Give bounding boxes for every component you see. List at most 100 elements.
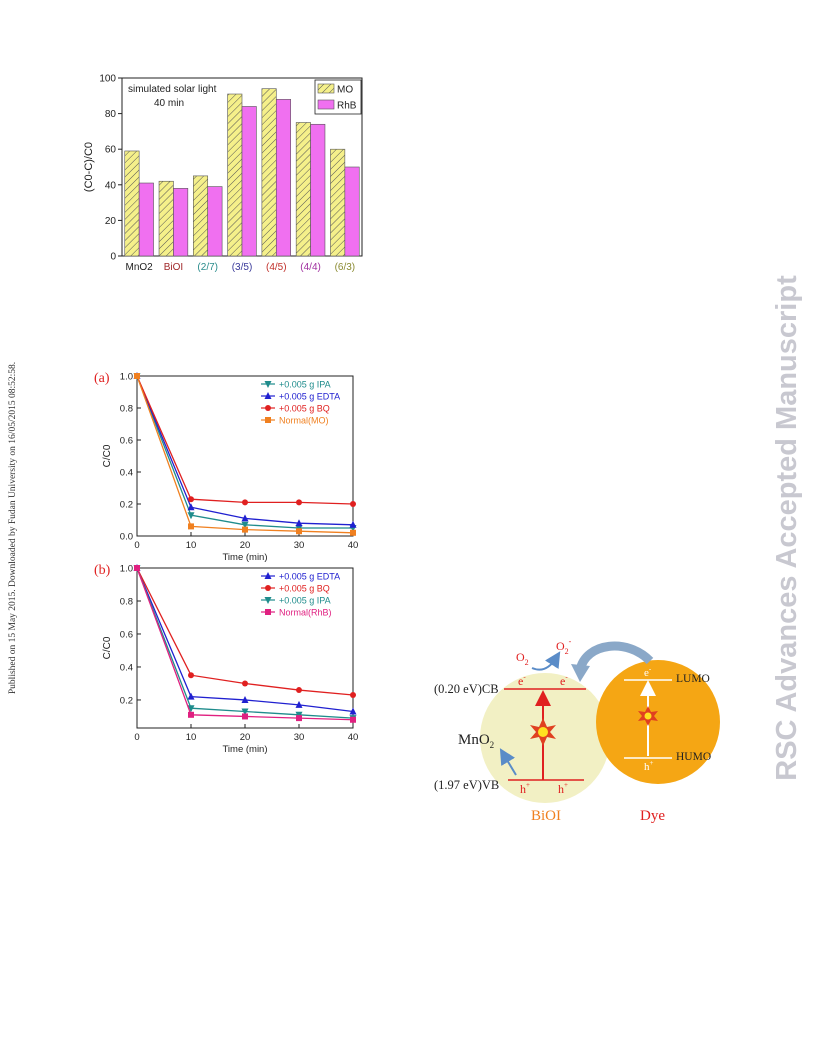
data-point (350, 692, 356, 699)
bar-chart-figure: 0 20 40 60 80 100 (C0-C)/C0 MnO2 BiOI (2/7) (3/5) (… (83, 74, 363, 273)
x-axis-label: Time (min) (222, 552, 267, 563)
x-tick-label: 40 (348, 540, 359, 551)
cb-label: (0.20 eV)CB (434, 682, 499, 696)
legend-label: Normal(RhB) (279, 608, 332, 618)
x-category-label: (4/5) (266, 262, 287, 273)
data-point (241, 514, 249, 522)
data-point (242, 526, 248, 533)
legend-label: +0.005 g IPA (279, 380, 331, 390)
data-point (242, 713, 248, 720)
data-point (134, 373, 140, 379)
vb-hole-2: h+ (558, 781, 568, 796)
data-point (134, 565, 140, 571)
legend-label: Normal(MO) (279, 416, 329, 426)
data-point (188, 523, 194, 530)
legend-swatch (317, 99, 335, 110)
chart-subtitle: 40 min (154, 98, 184, 109)
x-category-label: BiOI (164, 262, 183, 273)
dye-electron: e- (644, 665, 652, 679)
y-tick-label: 0.2 (120, 500, 133, 511)
data-point (188, 496, 194, 503)
y-tick-label: 0.4 (120, 468, 133, 479)
x-tick-label: 30 (294, 540, 305, 551)
x-category-label: MnO2 (126, 262, 154, 273)
legend-swatch (317, 83, 335, 94)
line-chart-figure: (a) 0.0 0.2 0.4 0.6 0.8 1.0 0 10 20 30 40 Time (min)… (94, 371, 358, 755)
line-panel-b: (b) 0.2 0.4 0.6 0.8 1.0 0 10 20 30 40 Time (min) C/C… (94, 563, 358, 755)
bar-MO (227, 93, 243, 257)
bar-RhB (207, 186, 223, 257)
bar-MO (124, 150, 140, 257)
oxygen-reduction-arrow (531, 651, 561, 671)
watermark-text: RSC Advances Accepted Manuscript (771, 275, 803, 781)
data-point (350, 716, 356, 723)
legend-marker (264, 597, 272, 604)
legend-marker (264, 572, 272, 579)
side-note-text: Published on 15 May 2015. Downloaded by … (8, 362, 18, 694)
hole-transfer-arrow (499, 748, 517, 776)
legend-marker (264, 381, 272, 388)
data-point (241, 708, 249, 716)
x-category-label: (4/4) (300, 262, 321, 273)
light-burst-icon (530, 718, 556, 746)
data-point (296, 528, 302, 535)
vb-hole-1: h+ (520, 781, 530, 796)
data-point (350, 501, 356, 507)
y-axis-label: C/C0 (102, 636, 113, 659)
y-tick-label: 60 (105, 145, 117, 156)
bar-RhB (275, 99, 291, 257)
bar-RhB (241, 106, 257, 257)
y-tick-label: 0.2 (120, 695, 133, 706)
y-tick-label: 100 (99, 74, 116, 85)
bar-MO (193, 175, 209, 257)
data-point (242, 680, 248, 687)
y-tick-label: 0 (110, 252, 116, 263)
data-point (187, 692, 195, 700)
data-point (349, 707, 357, 715)
legend-marker (265, 417, 271, 423)
y-axis-label: (C0-C)/C0 (83, 142, 95, 192)
humo-label: HUMO (676, 751, 711, 763)
y-tick-label: 0.8 (120, 596, 133, 607)
mno2-label: MnO2 (458, 732, 494, 750)
legend-label: RhB (337, 101, 357, 112)
chart-title: simulated solar light (128, 84, 217, 95)
y-tick-label: 1.0 (120, 564, 133, 575)
data-point (296, 499, 302, 506)
rsc-watermark: RSC Advances Accepted Manuscript (771, 275, 803, 781)
bar-RhB (344, 166, 360, 257)
dye-hole: h+ (644, 759, 654, 773)
data-point (188, 711, 194, 718)
legend-label: +0.005 g EDTA (279, 572, 340, 582)
line-panel-a: (a) 0.0 0.2 0.4 0.6 0.8 1.0 0 10 20 30 40 Time (min)… (94, 371, 358, 563)
panel-label: (b) (94, 563, 111, 578)
legend-marker (264, 392, 272, 399)
data-point (241, 695, 249, 703)
y-tick-label: 0.6 (120, 436, 133, 447)
legend-label: +0.005 g EDTA (279, 392, 340, 402)
x-tick-label: 10 (186, 732, 197, 743)
data-point (242, 499, 248, 506)
x-tick-label: 0 (134, 732, 139, 743)
legend-label: +0.005 g BQ (279, 404, 330, 414)
x-tick-label: 0 (134, 540, 139, 551)
legend-label: +0.005 g IPA (279, 596, 331, 606)
x-category-label: (6/3) (335, 262, 356, 273)
x-axis-label: Time (min) (222, 744, 267, 755)
dye-particle (596, 660, 720, 784)
publication-side-note: Published on 15 May 2015. Downloaded by … (8, 362, 18, 694)
data-point (241, 521, 249, 529)
x-category-label: (2/7) (197, 262, 218, 273)
o2-label: O2 (516, 650, 529, 667)
electron-transfer-arrow (575, 641, 654, 672)
bar-MO (158, 180, 174, 257)
y-tick-label: 1.0 (120, 372, 133, 383)
y-tick-label: 0.6 (120, 629, 133, 640)
x-tick-label: 20 (240, 540, 251, 551)
electron-transfer-arrowhead (571, 664, 590, 682)
x-tick-label: 10 (186, 540, 197, 551)
cb-electron-2: e- (560, 673, 568, 688)
bar-RhB (138, 182, 154, 257)
dye-light-burst-icon (638, 706, 658, 726)
data-point (296, 715, 302, 722)
